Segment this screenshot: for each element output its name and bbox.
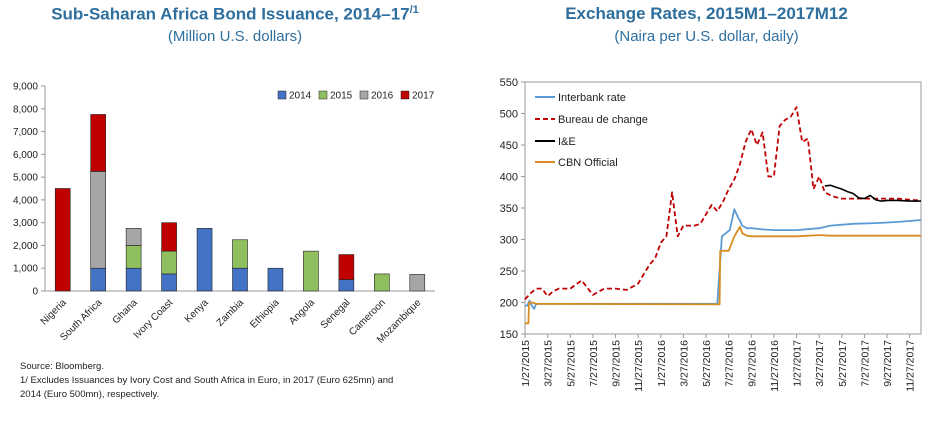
bar-category-label: Ghana — [111, 297, 140, 326]
bar-south-africa-2014 — [90, 267, 106, 292]
bar-y-tick-label: 7,000 — [13, 127, 38, 138]
bar-kenya-2014 — [196, 228, 213, 292]
legend-swatch-2016 — [359, 90, 369, 100]
fx-y-tick-label: 150 — [500, 329, 518, 341]
bar-ethiopia-2014 — [267, 267, 284, 292]
fx-legend-label: Bureau de change — [558, 114, 648, 126]
fx-x-tick-label: 3/27/2015 — [543, 340, 555, 387]
bar-zambia-2015 — [232, 239, 248, 269]
bar-south-africa-2017 — [90, 114, 106, 172]
bar-ghana-2016 — [125, 228, 142, 246]
legend-swatch-2014 — [277, 90, 287, 100]
fx-y-tick-label: 250 — [500, 266, 518, 278]
bar-y-tick-label: 0 — [32, 287, 38, 298]
fx-x-tick-label: 9/27/2015 — [611, 340, 623, 387]
fx-y-tick-label: 550 — [500, 77, 518, 89]
bar-y-tick-label: 1,000 — [13, 264, 38, 275]
bar-category-label: Kenya — [183, 297, 211, 325]
fx-x-tick-label: 9/27/2016 — [746, 340, 758, 387]
fx-x-tick-label: 11/27/2016 — [769, 340, 781, 392]
legend-label-2014: 2014 — [289, 91, 312, 102]
fx-y-tick-label: 200 — [500, 298, 518, 310]
bond-chart-subtitle: (Million U.S. dollars) — [167, 28, 303, 45]
bar-category-label: Angola — [287, 297, 317, 327]
fx-x-tick-label: 9/27/2017 — [882, 340, 894, 387]
bar-category-label: Nigeria — [39, 297, 69, 327]
fx-y-tick-label: 500 — [500, 109, 518, 121]
fx-series-cbn-official — [525, 225, 921, 325]
fx-y-tick-label: 300 — [500, 235, 518, 247]
fx-x-tick-label: 11/27/2017 — [905, 340, 917, 392]
bar-y-tick-label: 3,000 — [13, 218, 38, 229]
bar-y-tick-label: 4,000 — [13, 195, 38, 206]
bar-ghana-2015 — [125, 245, 142, 269]
bar-ghana-2014 — [125, 267, 142, 292]
bond-chart-footnote-2: 2014 (Euro 500mn), respectively. — [20, 389, 160, 400]
bar-category-label: Ethiopia — [248, 297, 282, 331]
fx-x-tick-label: 5/27/2016 — [701, 340, 713, 387]
bar-angola-2015 — [303, 250, 319, 292]
fx-x-tick-label: 7/27/2017 — [859, 340, 871, 387]
fx-x-tick-label: 5/27/2015 — [565, 340, 577, 387]
fx-x-tick-label: 1/27/2015 — [520, 340, 532, 387]
bar-zambia-2014 — [232, 267, 248, 292]
bond-chart-title-note: /1 — [409, 4, 419, 16]
fx-series-interbank-rate — [525, 208, 922, 310]
legend-label-2016: 2016 — [371, 91, 394, 102]
fx-x-tick-label: 11/27/2015 — [633, 340, 645, 392]
bond-issuance-panel: Sub-Saharan Africa Bond Issuance, 2014–1… — [0, 0, 470, 423]
legend-swatch-2015 — [318, 90, 328, 100]
fx-x-tick-label: 1/27/2016 — [656, 340, 668, 387]
fx-x-tick-label: 3/27/2016 — [678, 340, 690, 387]
fx-legend-label: Interbank rate — [558, 92, 626, 104]
bar-y-tick-label: 9,000 — [13, 82, 38, 93]
bar-nigeria-2017 — [54, 188, 71, 292]
bar-senegal-2017 — [338, 254, 355, 280]
bar-y-tick-label: 2,000 — [13, 241, 38, 252]
fx-x-tick-label: 3/27/2017 — [814, 340, 826, 387]
fx-chart-title: Exchange Rates, 2015M1–2017M12 — [565, 4, 848, 23]
bar-ivory-coast-2017 — [161, 222, 177, 252]
bar-category-label: Senegal — [319, 297, 353, 331]
bond-chart-title: Sub-Saharan Africa Bond Issuance, 2014–1… — [51, 4, 419, 24]
bar-ivory-coast-2014 — [161, 273, 177, 292]
bar-south-africa-2016 — [90, 171, 106, 269]
bond-issuance-chart: 0 1,000 2,000 3,000 4,000 5,000 6,000 7,000 8,00… — [13, 82, 435, 346]
fx-y-tick-label: 350 — [500, 203, 518, 215]
bar-ivory-coast-2015 — [161, 250, 177, 275]
bar-y-tick-label: 6,000 — [13, 150, 38, 161]
legend-label-2017: 2017 — [412, 91, 435, 102]
bond-chart-source: Source: Bloomberg. — [20, 361, 104, 372]
fx-x-tick-label: 7/27/2016 — [724, 340, 736, 387]
exchange-rates-panel: Exchange Rates, 2015M1–2017M12 (Naira pe… — [470, 0, 943, 423]
fx-legend-label: CBN Official — [558, 157, 618, 169]
bond-chart-footnote-1: 1/ Excludes Issuances by Ivory Cost and … — [20, 375, 394, 386]
fx-x-tick-label: 5/27/2017 — [837, 340, 849, 387]
bar-y-tick-label: 5,000 — [13, 173, 38, 184]
bar-cameroon-2015 — [374, 273, 390, 292]
fx-series-i-e — [824, 184, 921, 202]
fx-x-tick-label: 1/27/2017 — [792, 340, 804, 387]
legend-swatch-2017 — [400, 90, 410, 100]
legend-label-2015: 2015 — [330, 91, 353, 102]
fx-chart-subtitle: (Naira per U.S. dollar, daily) — [614, 28, 799, 45]
fx-y-tick-label: 450 — [500, 140, 518, 152]
bond-chart-notes: Source: Bloomberg. 1/ Excludes Issuances… — [20, 360, 460, 402]
fx-legend-label: I&E — [558, 136, 576, 148]
bar-category-label: Zambia — [215, 297, 247, 329]
bar-mozambique-2016 — [409, 274, 426, 292]
fx-x-tick-label: 7/27/2015 — [588, 340, 600, 387]
fx-series-bureau-de-change — [524, 106, 922, 301]
fx-y-tick-label: 400 — [500, 172, 518, 184]
bar-senegal-2014 — [338, 279, 355, 292]
exchange-rates-chart: 150 200 250 300 350 400 450 500 550 1/27/2015 3/27… — [500, 77, 922, 392]
bar-y-tick-label: 8,000 — [13, 104, 38, 115]
